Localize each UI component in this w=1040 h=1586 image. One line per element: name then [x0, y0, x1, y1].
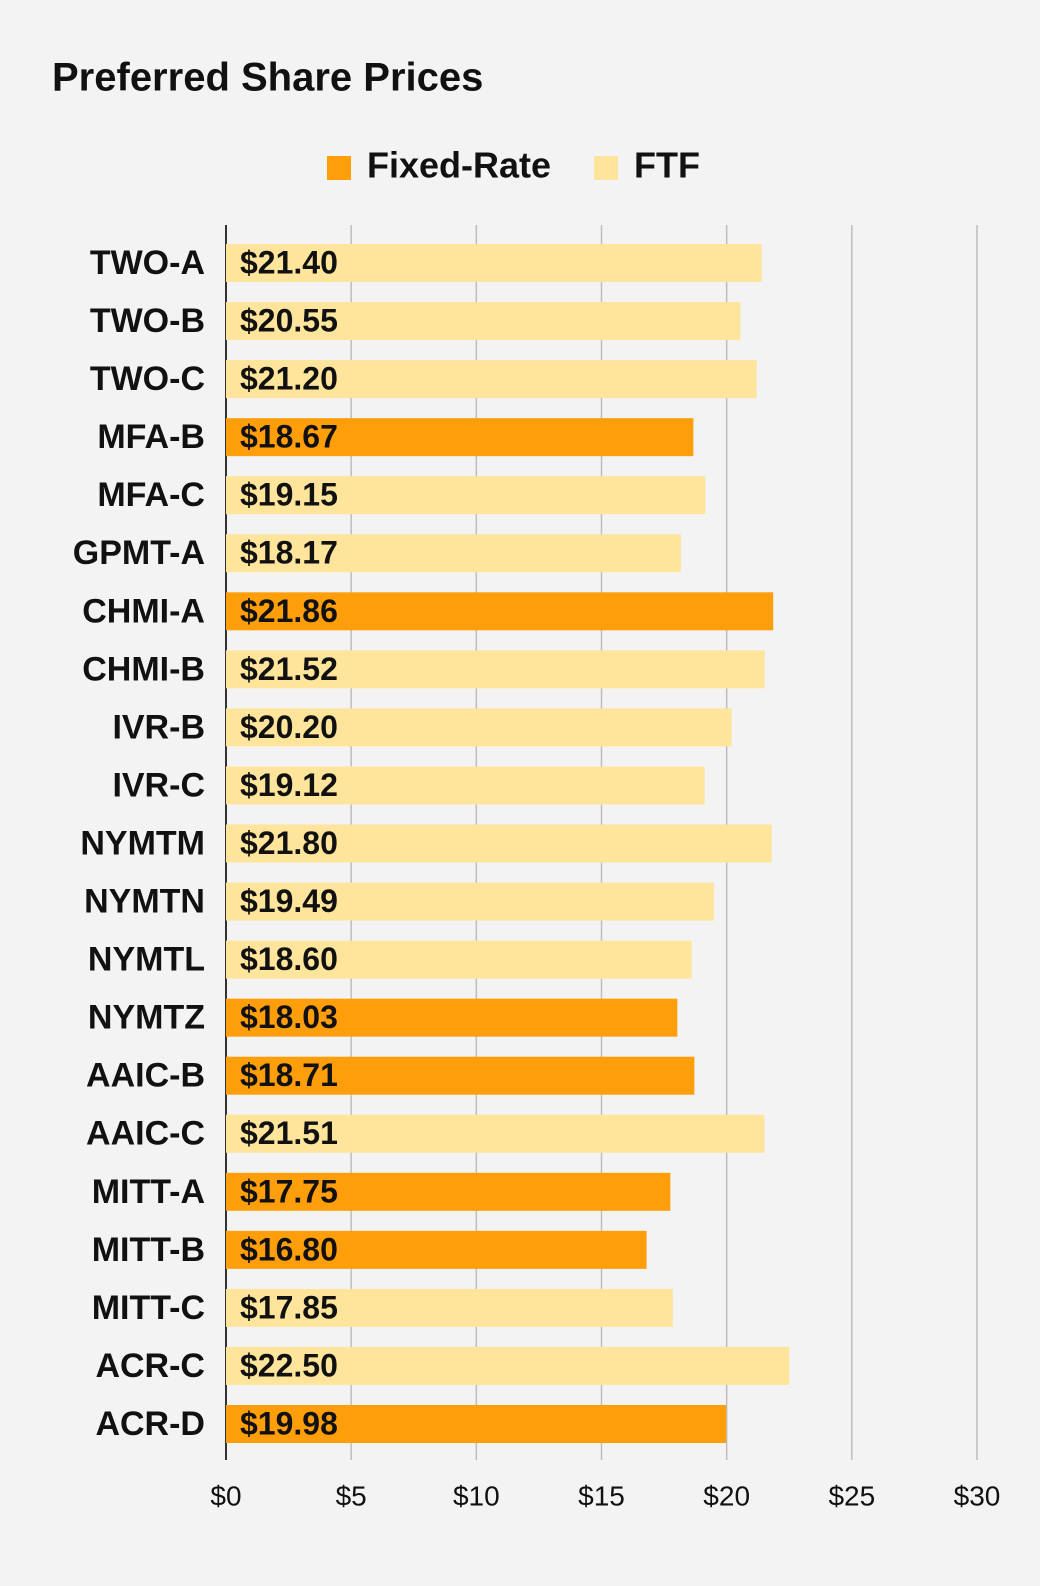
y-tick-label: AAIC-B	[86, 1057, 205, 1095]
x-tick-label: $30	[954, 1480, 1001, 1511]
data-label: $20.20	[240, 709, 338, 745]
bar	[226, 940, 692, 979]
y-tick-label: AAIC-C	[86, 1115, 205, 1153]
legend-label: Fixed-Rate	[367, 145, 551, 186]
y-tick-label: ACR-C	[95, 1347, 205, 1385]
bar	[226, 708, 732, 747]
bar	[226, 824, 772, 863]
data-label: $21.40	[240, 244, 338, 280]
y-tick-label: ACR-D	[95, 1405, 205, 1443]
data-label: $22.50	[240, 1347, 338, 1383]
data-label: $21.86	[240, 593, 338, 629]
bar	[226, 1288, 673, 1327]
y-tick-label: NYMTL	[88, 941, 205, 979]
data-label: $17.75	[240, 1173, 338, 1209]
data-label: $19.98	[240, 1405, 338, 1441]
data-label: $21.51	[240, 1115, 338, 1151]
bar	[226, 418, 694, 457]
y-tick-label: NYMTZ	[88, 999, 205, 1037]
legend-label: FTF	[634, 145, 700, 186]
bar	[226, 998, 678, 1037]
chart-title: Preferred Share Prices	[52, 56, 483, 100]
bar	[226, 360, 757, 399]
bar	[226, 1114, 765, 1153]
bar	[226, 534, 681, 573]
x-tick-label: $10	[453, 1480, 500, 1511]
data-label: $18.60	[240, 941, 338, 977]
legend-swatch	[327, 156, 351, 180]
bar	[226, 650, 765, 689]
data-label: $16.80	[240, 1231, 338, 1267]
legend-swatch	[594, 156, 618, 180]
data-label: $21.52	[240, 651, 338, 687]
y-tick-label: IVR-B	[112, 708, 205, 746]
bar	[226, 1346, 790, 1385]
x-tick-label: $0	[210, 1480, 241, 1511]
y-tick-label: TWO-A	[90, 244, 205, 282]
bar	[226, 302, 741, 341]
y-tick-label: MFA-C	[97, 476, 205, 514]
y-tick-label: CHMI-B	[82, 650, 205, 688]
y-tick-label: IVR-C	[112, 766, 205, 804]
bar	[226, 476, 706, 515]
bar	[226, 1056, 695, 1095]
x-tick-label: $25	[828, 1480, 875, 1511]
y-tick-label: MITT-A	[92, 1173, 205, 1211]
bar	[226, 1172, 671, 1211]
y-tick-label: NYMTM	[80, 824, 205, 862]
bar	[226, 882, 714, 921]
y-tick-label: MFA-B	[97, 418, 205, 456]
y-tick-label: GPMT-A	[73, 534, 205, 572]
data-label: $18.67	[240, 419, 338, 455]
x-tick-label: $5	[336, 1480, 367, 1511]
y-tick-label: MITT-C	[92, 1289, 205, 1327]
x-tick-label: $15	[578, 1480, 625, 1511]
data-label: $21.80	[240, 825, 338, 861]
data-label: $18.17	[240, 535, 338, 571]
data-label: $18.03	[240, 999, 338, 1035]
y-tick-label: NYMTN	[84, 883, 205, 921]
data-label: $17.85	[240, 1289, 338, 1325]
y-tick-label: TWO-B	[90, 302, 205, 340]
data-label: $19.12	[240, 767, 338, 803]
data-label: $18.71	[240, 1057, 338, 1093]
x-tick-label: $20	[703, 1480, 750, 1511]
y-tick-label: TWO-C	[90, 360, 205, 398]
data-label: $19.15	[240, 477, 338, 513]
bar	[226, 244, 762, 282]
data-label: $20.55	[240, 303, 338, 339]
bar	[226, 1230, 647, 1269]
bar	[226, 766, 705, 805]
bar	[226, 592, 774, 631]
data-label: $19.49	[240, 883, 338, 919]
bar	[226, 1405, 727, 1443]
data-label: $21.20	[240, 361, 338, 397]
y-tick-label: MITT-B	[92, 1231, 205, 1269]
y-tick-label: CHMI-A	[82, 592, 205, 630]
